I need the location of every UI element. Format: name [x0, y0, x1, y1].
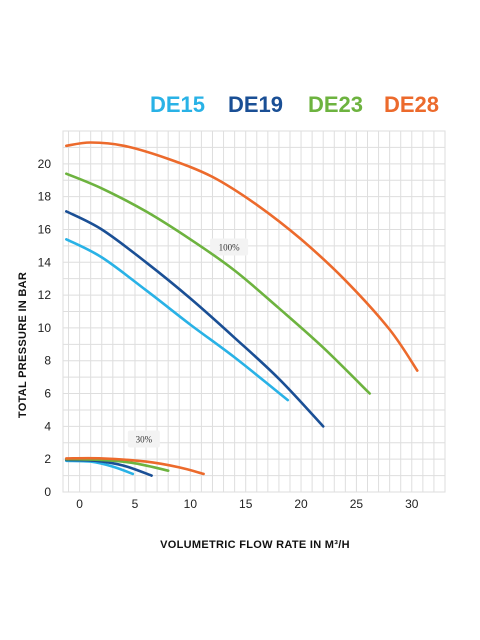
x-tick-label: 25 — [350, 497, 364, 511]
x-tick-label: 0 — [76, 497, 83, 511]
series-line-de28-30pct — [65, 456, 205, 476]
series-line-de19-100pct — [65, 210, 325, 428]
y-tick-label: 14 — [38, 255, 52, 269]
y-tick-label: 12 — [38, 288, 52, 302]
legend: DE15 DE19 DE23 DE28 — [150, 92, 439, 117]
y-tick-label: 4 — [44, 419, 51, 433]
annotation-label: 100% — [219, 243, 241, 253]
y-tick-label: 6 — [44, 387, 51, 401]
legend-entry-de15: DE15 — [150, 92, 205, 117]
x-tick-label: 15 — [239, 497, 253, 511]
y-tick-label: 16 — [38, 222, 52, 236]
legend-entry-de19: DE19 — [228, 92, 283, 117]
y-tick-label: 8 — [44, 354, 51, 368]
series-lines — [65, 141, 419, 477]
legend-entry-de28: DE28 — [384, 92, 439, 117]
x-tick-label: 5 — [132, 497, 139, 511]
y-tick-label: 10 — [38, 321, 52, 335]
y-tick-label: 2 — [44, 452, 51, 466]
y-tick-label: 0 — [44, 485, 51, 499]
y-tick-label: 20 — [38, 157, 52, 171]
legend-entry-de23: DE23 — [308, 92, 363, 117]
annotation-label: 30% — [136, 434, 153, 444]
annotation-box — [210, 238, 249, 256]
annotation-box — [127, 430, 160, 448]
tick-labels: 0 5 10 15 20 25 30 0 2 4 6 8 10 12 14 16 18 20 — [38, 157, 419, 511]
series-line-de28-100pct — [65, 141, 419, 372]
x-tick-label: 30 — [405, 497, 419, 511]
series-line-de15-100pct — [65, 238, 290, 402]
annotations: 100% 30% — [127, 238, 249, 448]
series-line-de23-100pct — [65, 172, 371, 395]
y-axis-title: TOTAL PRESSURE IN BAR — [17, 272, 29, 418]
y-tick-label: 18 — [38, 190, 52, 204]
x-tick-label: 10 — [184, 497, 198, 511]
x-tick-label: 20 — [294, 497, 308, 511]
x-axis-title: VOLUMETRIC FLOW RATE IN M³/H — [160, 539, 350, 551]
